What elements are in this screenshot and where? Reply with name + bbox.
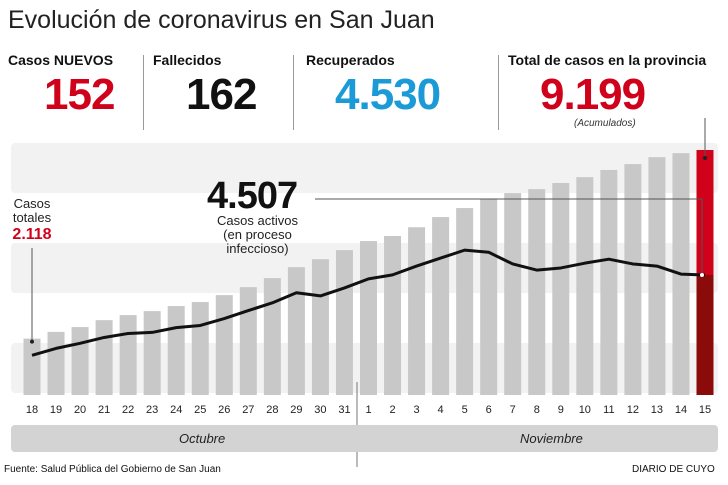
bar-1: [360, 241, 377, 395]
brand-text: DIARIO DE CUYO: [632, 464, 715, 475]
x-tick-label: 6: [486, 404, 492, 416]
bar-29: [287, 267, 305, 395]
x-tick-label: 5: [462, 404, 468, 416]
deaths-label: Fallecidos: [153, 52, 222, 68]
source-text: Fuente: Salud Pública del Gobierno de Sa…: [4, 464, 221, 475]
month-november: Noviembre: [520, 431, 583, 446]
bar-11: [600, 169, 618, 395]
new-cases-label: Casos NUEVOS: [8, 52, 114, 68]
bar-2: [384, 235, 402, 395]
bar-28: [263, 278, 281, 395]
active-label-3: infeccioso): [226, 241, 289, 256]
active-label-2: (en proceso: [223, 227, 292, 242]
total-label-2: totales: [12, 210, 52, 225]
bar-30: [311, 259, 329, 395]
x-tick-label: 21: [98, 404, 110, 416]
total-note: (Acumulados): [574, 118, 636, 129]
bar-26: [215, 295, 233, 395]
active-label-1: Casos activos: [217, 213, 298, 228]
x-tick-label: 22: [122, 404, 134, 416]
bar-25: [191, 302, 209, 395]
x-tick-label: 30: [314, 404, 326, 416]
active-leader-dot: [700, 272, 704, 277]
bar-active-highlight: [696, 274, 714, 395]
x-tick-label: 3: [414, 404, 420, 416]
total-province-dot: [703, 156, 707, 160]
x-tick-label: 15: [699, 404, 711, 416]
bar-3: [408, 227, 426, 395]
bar-20: [71, 327, 89, 395]
x-tick-label: 13: [651, 404, 663, 416]
bar-6: [480, 198, 498, 395]
x-tick-label: 29: [290, 404, 302, 416]
active-cases-line: [31, 248, 706, 357]
background-stripe: [11, 143, 718, 193]
bar-19: [47, 331, 65, 395]
x-tick-label: 7: [510, 404, 516, 416]
month-october: Octubre: [179, 431, 226, 446]
total-cases-callout: Casos totales 2.118: [10, 197, 54, 245]
bar-9: [552, 182, 570, 395]
bar-24: [167, 306, 185, 395]
bar-4: [432, 217, 450, 395]
active-cases-value: 4.507: [207, 175, 298, 217]
bar-7: [504, 193, 522, 395]
deaths-value: 162: [186, 70, 257, 119]
bar-27: [239, 287, 257, 395]
x-tick-label: 20: [74, 404, 86, 416]
active-leader-line: [315, 198, 703, 275]
x-tick-label: 26: [218, 404, 230, 416]
x-tick-label: 8: [534, 404, 540, 416]
x-tick-label: 14: [675, 404, 687, 416]
bar-31: [335, 250, 353, 395]
new-cases-value: 152: [44, 70, 115, 119]
recovered-label: Recuperados: [306, 52, 395, 68]
month-band: [11, 425, 718, 452]
active-cases-callout: Casos activos (en proceso infeccioso): [200, 214, 315, 256]
bar-21: [95, 320, 113, 395]
total-label-1: Casos: [13, 196, 51, 211]
x-tick-label: 25: [194, 404, 206, 416]
total-leader-dot: [30, 339, 34, 344]
total-value-label: 2.118: [12, 226, 52, 243]
x-tick-label: 12: [627, 404, 639, 416]
divider: [143, 55, 144, 130]
page-title: Evolución de coronavirus en San Juan: [8, 6, 435, 34]
x-tick-label: 1: [365, 404, 371, 416]
x-tick-label: 4: [438, 404, 444, 416]
x-tick-label: 19: [50, 404, 62, 416]
bar-22: [119, 315, 137, 395]
divider: [293, 55, 294, 130]
x-tick-label: 11: [603, 404, 614, 416]
bar-18: [23, 338, 41, 395]
bar-13: [648, 157, 666, 395]
x-tick-label: 2: [389, 404, 395, 416]
x-tick-label: 27: [242, 404, 254, 416]
bar-12: [624, 164, 642, 395]
x-tick-label: 24: [170, 404, 182, 416]
bar-5: [456, 208, 474, 395]
x-tick-label: 31: [338, 404, 350, 416]
total-value: 9.199: [540, 70, 646, 119]
bar-10: [576, 177, 594, 395]
x-tick-label: 9: [558, 404, 564, 416]
recovered-value: 4.530: [335, 70, 441, 119]
bar-23: [143, 311, 161, 395]
x-tick-label: 18: [26, 404, 38, 416]
x-tick-label: 28: [266, 404, 278, 416]
x-tick-label: 10: [579, 404, 591, 416]
x-tick-label: 23: [146, 404, 158, 416]
divider: [498, 55, 499, 130]
bar-8: [528, 189, 546, 395]
total-label: Total de casos en la provincia: [508, 52, 707, 68]
